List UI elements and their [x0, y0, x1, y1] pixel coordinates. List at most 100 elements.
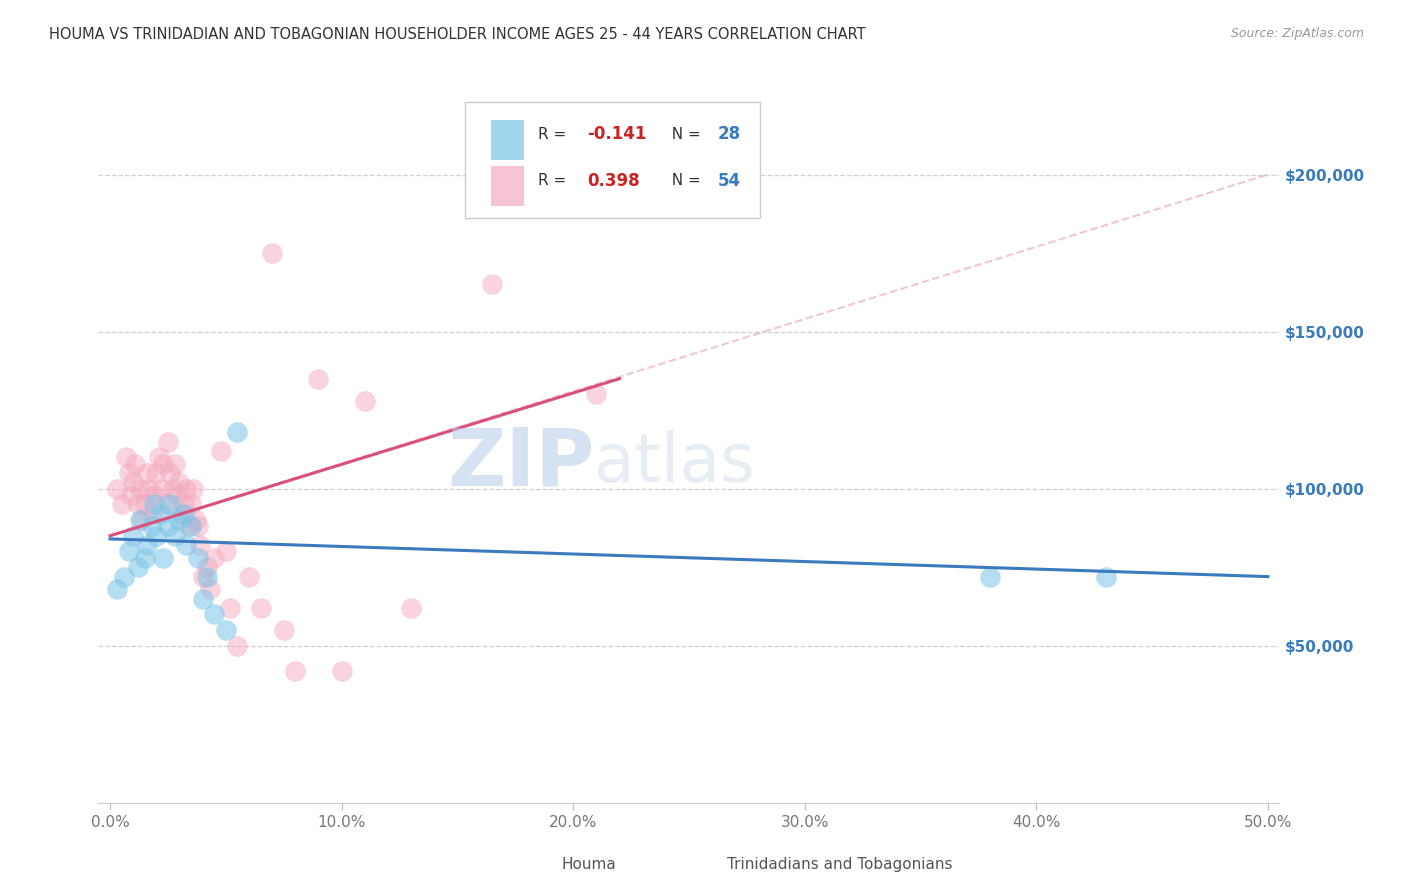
Point — [122, 529, 145, 543]
Point — [159, 497, 181, 511]
Point — [353, 393, 375, 408]
Text: atlas: atlas — [595, 430, 755, 496]
Bar — [689, 851, 718, 877]
Point — [141, 507, 163, 521]
Point — [105, 582, 128, 597]
Point — [129, 513, 152, 527]
Point — [127, 497, 149, 511]
Point — [112, 569, 135, 583]
Point — [184, 513, 207, 527]
Point — [1094, 569, 1116, 583]
Bar — [491, 120, 523, 160]
Text: Houma: Houma — [561, 856, 616, 871]
Point — [215, 544, 238, 558]
Point — [307, 372, 329, 386]
Point — [163, 529, 186, 543]
Point — [127, 560, 149, 574]
Point — [173, 507, 195, 521]
Point — [120, 488, 142, 502]
Point — [141, 519, 163, 533]
Bar — [491, 167, 523, 206]
Point — [136, 538, 159, 552]
Point — [262, 246, 284, 260]
Text: -0.141: -0.141 — [588, 125, 647, 144]
Point — [187, 550, 209, 565]
Point — [145, 529, 167, 543]
Point — [149, 482, 172, 496]
Point — [149, 507, 172, 521]
Point — [148, 450, 170, 465]
Point — [191, 591, 214, 606]
Point — [979, 569, 1001, 583]
Point — [399, 601, 422, 615]
Bar — [523, 851, 553, 877]
Point — [238, 569, 260, 583]
Point — [180, 497, 202, 511]
Point — [138, 482, 160, 496]
Point — [105, 482, 128, 496]
Point — [202, 607, 225, 622]
Point — [180, 519, 202, 533]
Point — [156, 519, 179, 533]
Point — [198, 582, 221, 597]
Point — [219, 601, 242, 615]
Point — [152, 457, 174, 471]
Point — [226, 639, 249, 653]
Point — [131, 513, 153, 527]
Text: R =: R = — [537, 127, 571, 142]
Point — [134, 550, 156, 565]
Text: R =: R = — [537, 173, 571, 188]
Point — [187, 519, 209, 533]
Point — [152, 550, 174, 565]
Point — [159, 466, 181, 480]
Point — [163, 457, 186, 471]
Text: N =: N = — [662, 173, 706, 188]
Point — [209, 444, 232, 458]
Point — [169, 513, 191, 527]
Text: Trinidadians and Tobagonians: Trinidadians and Tobagonians — [727, 856, 952, 871]
Point — [183, 482, 205, 496]
Point — [284, 664, 307, 678]
Point — [249, 601, 271, 615]
Point — [166, 488, 188, 502]
Point — [145, 466, 167, 480]
Point — [195, 560, 218, 574]
Text: 54: 54 — [717, 172, 741, 190]
Point — [117, 544, 139, 558]
FancyBboxPatch shape — [464, 102, 759, 218]
Point — [195, 569, 218, 583]
Point — [215, 623, 238, 637]
Point — [273, 623, 295, 637]
Point — [170, 507, 193, 521]
Point — [143, 488, 166, 502]
Point — [173, 497, 195, 511]
Text: Source: ZipAtlas.com: Source: ZipAtlas.com — [1230, 27, 1364, 40]
Text: N =: N = — [662, 127, 706, 142]
Text: ZIP: ZIP — [447, 425, 595, 502]
Point — [162, 482, 184, 496]
Point — [155, 497, 177, 511]
Point — [176, 538, 198, 552]
Point — [156, 434, 179, 449]
Text: 0.398: 0.398 — [588, 172, 640, 190]
Point — [176, 482, 198, 496]
Point — [330, 664, 353, 678]
Point — [117, 466, 139, 480]
Point — [188, 538, 211, 552]
Point — [110, 497, 132, 511]
Point — [481, 277, 503, 292]
Point — [136, 466, 159, 480]
Point — [585, 387, 607, 401]
Point — [202, 550, 225, 565]
Point — [143, 497, 166, 511]
Point — [226, 425, 249, 439]
Point — [191, 569, 214, 583]
Point — [115, 450, 138, 465]
Point — [122, 475, 145, 490]
Text: HOUMA VS TRINIDADIAN AND TOBAGONIAN HOUSEHOLDER INCOME AGES 25 - 44 YEARS CORREL: HOUMA VS TRINIDADIAN AND TOBAGONIAN HOUS… — [49, 27, 866, 42]
Point — [124, 457, 146, 471]
Text: 28: 28 — [717, 125, 741, 144]
Point — [177, 519, 200, 533]
Point — [169, 475, 191, 490]
Point — [134, 497, 156, 511]
